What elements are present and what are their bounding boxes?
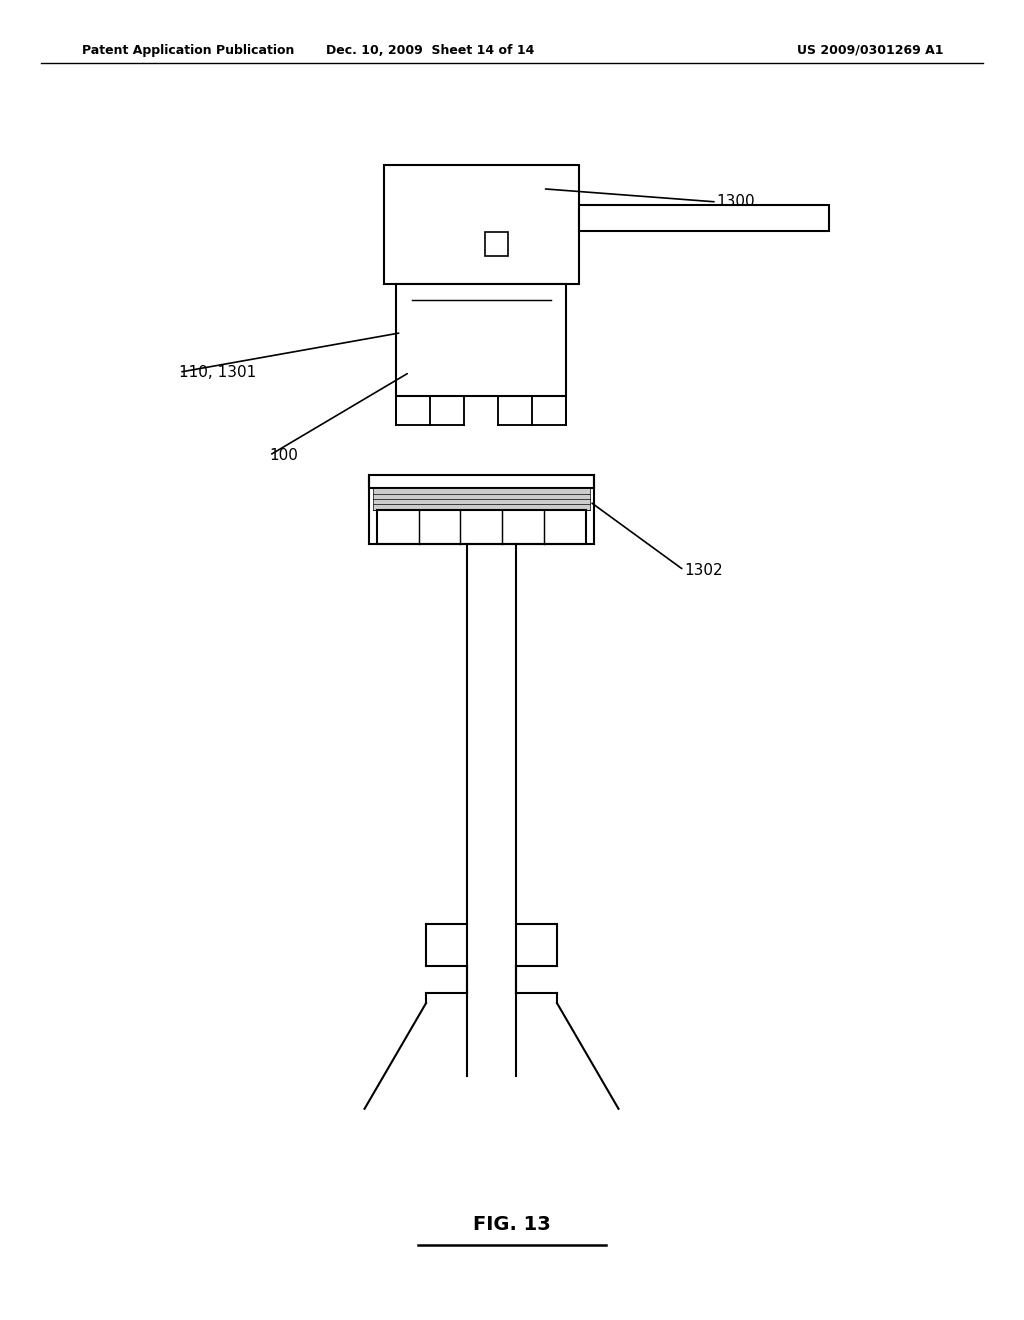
Bar bbox=[485, 232, 508, 256]
Text: FIG. 13: FIG. 13 bbox=[473, 1216, 551, 1234]
Bar bbox=[579, 205, 829, 231]
Text: 1300: 1300 bbox=[717, 194, 756, 210]
Text: 110, 1301: 110, 1301 bbox=[179, 364, 256, 380]
Bar bbox=[369, 475, 594, 488]
Text: 100: 100 bbox=[269, 447, 298, 463]
Bar bbox=[373, 488, 590, 510]
Text: 1302: 1302 bbox=[684, 562, 723, 578]
Bar bbox=[384, 165, 579, 284]
Bar bbox=[396, 284, 566, 396]
Text: US 2009/0301269 A1: US 2009/0301269 A1 bbox=[797, 44, 944, 57]
Text: Patent Application Publication: Patent Application Publication bbox=[82, 44, 294, 57]
Bar bbox=[377, 510, 586, 544]
Text: Dec. 10, 2009  Sheet 14 of 14: Dec. 10, 2009 Sheet 14 of 14 bbox=[326, 44, 535, 57]
